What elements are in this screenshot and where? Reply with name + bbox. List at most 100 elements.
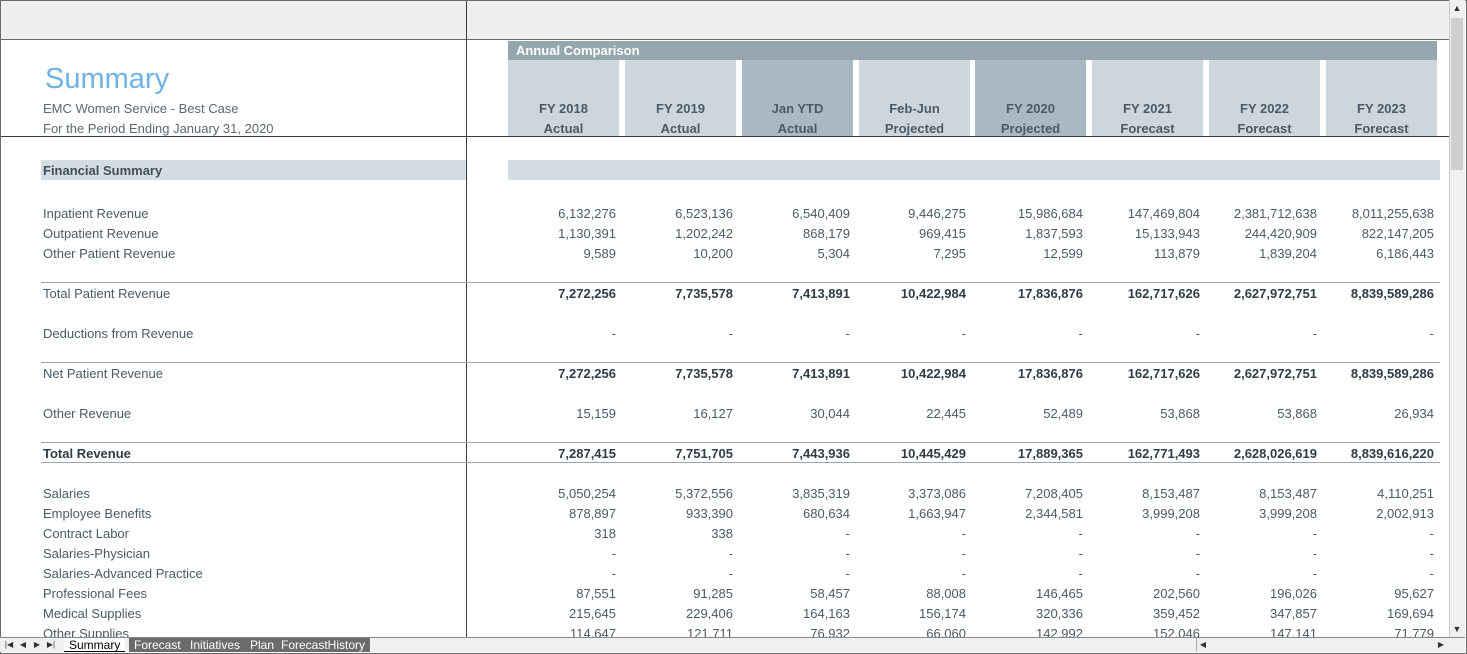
row-label[interactable]: Total Revenue (43, 446, 131, 461)
table-cell[interactable]: 933,390 (686, 506, 733, 521)
sheet-tab-forecasthistory[interactable]: ForecastHistory (276, 638, 371, 652)
table-cell[interactable]: - (1312, 526, 1317, 541)
table-cell[interactable]: 2,381,712,638 (1233, 206, 1317, 221)
row-label[interactable]: Medical Supplies (43, 606, 142, 621)
table-cell[interactable]: - (611, 326, 616, 341)
table-cell[interactable]: 215,645 (569, 606, 616, 621)
table-cell[interactable]: - (1312, 546, 1317, 561)
table-cell[interactable]: - (1429, 566, 1434, 581)
table-cell[interactable]: 1,130,391 (558, 226, 616, 241)
horizontal-scrollbar[interactable] (1196, 638, 1449, 652)
table-cell[interactable]: 8,839,589,286 (1350, 366, 1434, 381)
table-cell[interactable]: 7,272,256 (558, 366, 616, 381)
table-cell[interactable]: - (1195, 526, 1200, 541)
table-cell[interactable]: - (728, 546, 733, 561)
table-cell[interactable]: - (845, 326, 850, 341)
scroll-right-icon[interactable]: ▶ (1437, 640, 1445, 649)
table-cell[interactable]: 26,934 (1394, 406, 1434, 421)
row-label[interactable]: Other Patient Revenue (43, 246, 176, 261)
table-cell[interactable]: 3,999,208 (1259, 506, 1317, 521)
table-cell[interactable]: 2,627,972,751 (1233, 286, 1317, 301)
table-cell[interactable]: 338 (711, 526, 733, 541)
table-cell[interactable]: 878,897 (569, 506, 616, 521)
table-cell[interactable]: 244,420,909 (1244, 226, 1317, 241)
table-cell[interactable]: - (611, 546, 616, 561)
table-cell[interactable]: 2,344,581 (1025, 506, 1083, 521)
row-label[interactable]: Other Revenue (43, 406, 132, 421)
table-cell[interactable]: 1,839,204 (1259, 246, 1317, 261)
row-label[interactable]: Professional Fees (43, 586, 148, 601)
table-cell[interactable]: - (728, 326, 733, 341)
sheet-tab-plan[interactable]: Plan (245, 638, 280, 652)
table-cell[interactable]: 5,304 (817, 246, 850, 261)
table-cell[interactable]: 16,127 (693, 406, 733, 421)
table-cell[interactable]: - (1312, 326, 1317, 341)
table-cell[interactable]: 22,445 (926, 406, 966, 421)
table-cell[interactable]: - (845, 546, 850, 561)
table-cell[interactable]: - (845, 566, 850, 581)
table-cell[interactable]: - (961, 566, 966, 581)
table-cell[interactable]: - (961, 326, 966, 341)
table-cell[interactable]: - (1078, 526, 1083, 541)
table-cell[interactable]: - (1078, 326, 1083, 341)
table-cell[interactable]: - (961, 526, 966, 541)
table-cell[interactable]: 53,868 (1277, 406, 1317, 421)
table-cell[interactable]: 3,835,319 (792, 486, 850, 501)
table-cell[interactable]: 53,868 (1160, 406, 1200, 421)
prev-sheet-icon[interactable]: ◀ (19, 640, 27, 649)
table-cell[interactable]: 6,540,409 (792, 206, 850, 221)
table-cell[interactable]: 9,446,275 (908, 206, 966, 221)
sheet-tab-forecast[interactable]: Forecast (129, 638, 186, 652)
table-cell[interactable]: 8,839,589,286 (1350, 286, 1434, 301)
table-cell[interactable]: 162,717,626 (1127, 286, 1200, 301)
table-cell[interactable]: 113,879 (1153, 246, 1200, 261)
table-cell[interactable]: 30,044 (810, 406, 850, 421)
table-cell[interactable]: 8,153,487 (1259, 486, 1317, 501)
table-cell[interactable]: 7,287,415 (558, 446, 616, 461)
table-cell[interactable]: 3,373,086 (908, 486, 966, 501)
table-cell[interactable]: 15,986,684 (1017, 206, 1083, 221)
table-cell[interactable]: 196,026 (1270, 586, 1317, 601)
table-cell[interactable]: 156,174 (919, 606, 966, 621)
table-cell[interactable]: - (1078, 546, 1083, 561)
row-label[interactable]: Salaries-Advanced Practice (43, 566, 203, 581)
table-cell[interactable]: 6,186,443 (1376, 246, 1434, 261)
table-cell[interactable]: - (1195, 566, 1200, 581)
table-cell[interactable]: 162,717,626 (1127, 366, 1200, 381)
table-cell[interactable]: 1,837,593 (1025, 226, 1083, 241)
table-cell[interactable]: 6,132,276 (558, 206, 616, 221)
table-cell[interactable]: 680,634 (803, 506, 850, 521)
table-cell[interactable]: 7,295 (933, 246, 966, 261)
vertical-scroll-thumb[interactable] (1451, 18, 1463, 170)
table-cell[interactable]: 2,627,972,751 (1233, 366, 1317, 381)
next-sheet-icon[interactable]: ▶ (33, 640, 41, 649)
row-label[interactable]: Inpatient Revenue (43, 206, 149, 221)
table-cell[interactable]: 229,406 (686, 606, 733, 621)
table-cell[interactable]: 87,551 (576, 586, 616, 601)
table-cell[interactable]: 88,008 (926, 586, 966, 601)
table-cell[interactable]: 10,200 (693, 246, 733, 261)
table-cell[interactable]: - (728, 566, 733, 581)
table-cell[interactable]: 17,836,876 (1017, 286, 1083, 301)
table-cell[interactable]: 347,857 (1270, 606, 1317, 621)
table-cell[interactable]: 91,285 (693, 586, 733, 601)
table-cell[interactable]: 1,202,242 (675, 226, 733, 241)
table-cell[interactable]: 868,179 (803, 226, 850, 241)
table-cell[interactable]: 58,457 (810, 586, 850, 601)
table-cell[interactable]: 202,560 (1153, 586, 1200, 601)
table-cell[interactable]: 15,133,943 (1134, 226, 1200, 241)
row-label[interactable]: Deductions from Revenue (43, 326, 194, 341)
table-cell[interactable]: 822,147,205 (1361, 226, 1434, 241)
table-cell[interactable]: 147,469,804 (1127, 206, 1200, 221)
table-cell[interactable]: 8,011,255,638 (1351, 206, 1434, 221)
table-cell[interactable]: 6,523,136 (675, 206, 733, 221)
table-cell[interactable]: 969,415 (919, 226, 966, 241)
table-cell[interactable]: - (1195, 326, 1200, 341)
table-cell[interactable]: 52,489 (1043, 406, 1083, 421)
table-cell[interactable]: - (1078, 566, 1083, 581)
table-cell[interactable]: 5,050,254 (558, 486, 616, 501)
table-cell[interactable]: 10,422,984 (900, 286, 966, 301)
table-cell[interactable]: 7,208,405 (1025, 486, 1083, 501)
table-cell[interactable]: - (961, 546, 966, 561)
first-sheet-icon[interactable]: |◀ (4, 640, 14, 649)
